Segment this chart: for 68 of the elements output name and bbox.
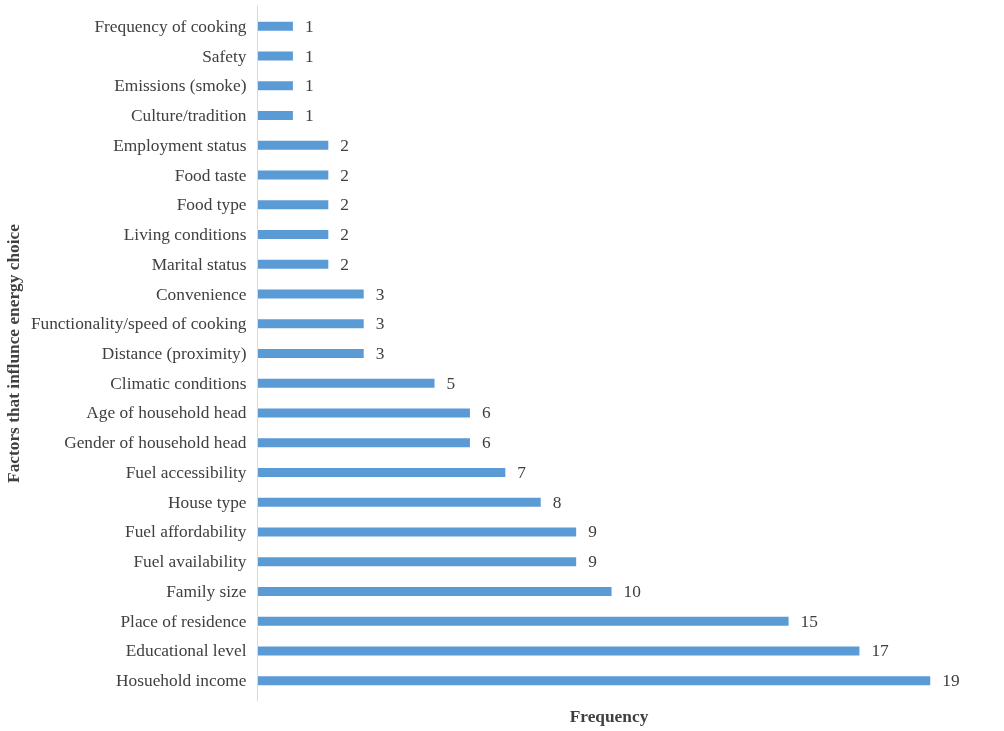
bar: [257, 438, 470, 448]
y-tick-label: Age of household head: [86, 403, 247, 423]
data-label: 1: [304, 16, 314, 36]
data-label: 1: [304, 106, 314, 126]
y-tick-label: Fuel availability: [133, 552, 247, 572]
data-label: 1: [304, 76, 314, 96]
bar: [257, 378, 435, 388]
y-tick-label: Emissions (smoke): [114, 76, 247, 96]
bar: [257, 170, 329, 180]
y-tick-label: Gender of household head: [64, 433, 247, 453]
data-label: 2: [340, 195, 349, 215]
bar: [257, 676, 931, 686]
data-label: 3: [375, 314, 385, 334]
data-label: 17: [871, 641, 890, 661]
data-label: 8: [552, 492, 562, 512]
data-label: 2: [340, 135, 349, 155]
y-tick-label: Distance (proximity): [101, 344, 247, 363]
bar: [257, 319, 364, 329]
y-tick-label: Family size: [166, 581, 247, 601]
y-tick-label: Culture/tradition: [131, 106, 247, 126]
data-label: 9: [588, 522, 597, 542]
y-axis-title: Factors that influnce energy choice: [3, 223, 23, 483]
data-label: 2: [340, 165, 349, 185]
bar: [257, 646, 860, 656]
bar: [257, 81, 293, 91]
y-tick-label: Climatic conditions: [110, 373, 247, 393]
y-tick-label: Convenience: [156, 284, 247, 304]
bar: [257, 468, 506, 477]
y-tick-label: Living conditions: [123, 225, 247, 245]
y-tick-label: Hosuehold income: [116, 671, 247, 691]
y-tick-label: Food type: [176, 195, 247, 215]
data-label: 1: [304, 46, 314, 66]
bar: [257, 557, 577, 567]
x-axis-title: Frequency: [569, 706, 649, 726]
data-label: 6: [481, 433, 491, 453]
y-tick-label: Fuel affordability: [125, 522, 247, 542]
data-label: 6: [481, 403, 491, 423]
bar: [257, 230, 329, 239]
data-label: 5: [446, 373, 456, 393]
data-label: 3: [375, 344, 385, 363]
bar: [257, 200, 329, 210]
bar: [257, 111, 293, 121]
y-tick-label: Educational level: [125, 641, 247, 661]
y-tick-label: Fuel accessibility: [125, 462, 247, 482]
y-tick-label: Functionality/speed of cooking: [30, 314, 247, 334]
bar: [257, 349, 364, 358]
y-tick-label: Frequency of cooking: [94, 16, 247, 36]
data-label: 2: [340, 254, 349, 274]
bar: [257, 51, 293, 61]
bar: [257, 586, 612, 596]
data-label: 15: [800, 611, 818, 631]
y-tick-label: Marital status: [151, 254, 247, 274]
data-label: 19: [942, 671, 960, 691]
y-tick-label: Place of residence: [120, 611, 247, 631]
bar: [257, 140, 329, 150]
y-tick-label: Safety: [202, 46, 247, 66]
data-label: 2: [340, 225, 349, 245]
data-label: 3: [375, 284, 385, 304]
data-label: 9: [588, 552, 597, 572]
bar: [257, 21, 293, 31]
y-tick-label: Food taste: [174, 165, 247, 185]
data-label: 7: [517, 462, 527, 482]
y-tick-label: Employment status: [113, 135, 247, 155]
y-tick-label: House type: [168, 492, 247, 512]
bar: [257, 616, 789, 626]
bar: [257, 259, 329, 269]
data-label: 10: [623, 581, 641, 601]
bar: [257, 497, 541, 507]
